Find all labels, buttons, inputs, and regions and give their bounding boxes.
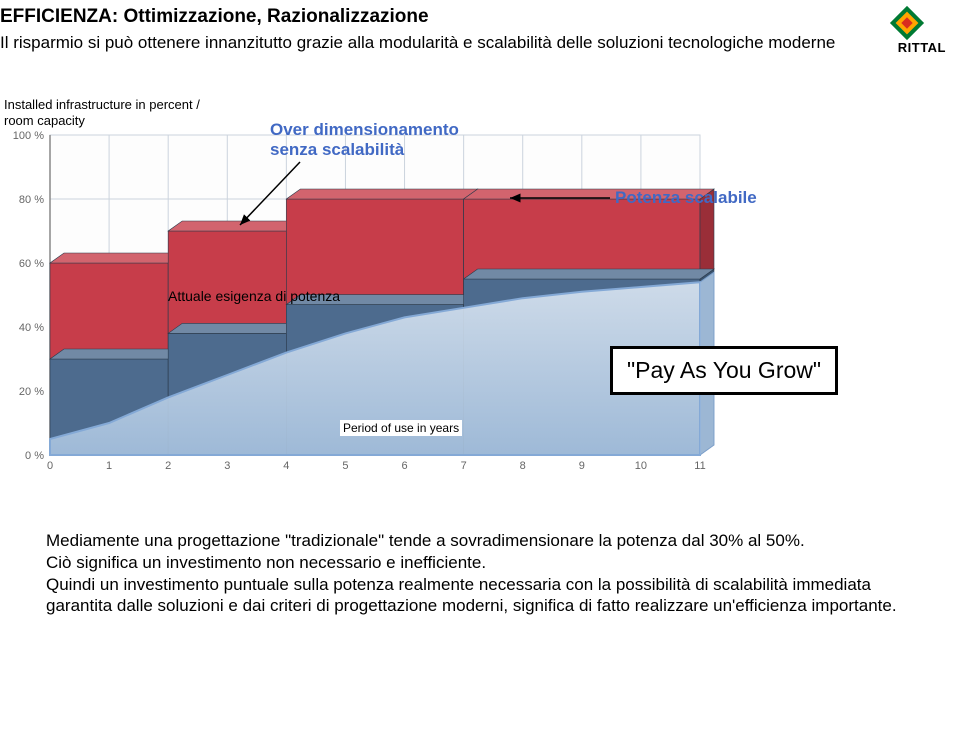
svg-text:20 %: 20 % xyxy=(19,386,44,398)
page-title: EFFICIENZA: Ottimizzazione, Razionalizza… xyxy=(0,6,429,28)
svg-text:9: 9 xyxy=(579,460,585,472)
logo-text: RITTAL xyxy=(898,40,946,55)
brand-logo: RITTAL xyxy=(868,4,946,54)
svg-text:0: 0 xyxy=(47,460,53,472)
svg-text:2: 2 xyxy=(165,460,171,472)
body-text: Mediamente una progettazione "tradiziona… xyxy=(46,530,916,617)
curve-label: Attuale esigenza di potenza xyxy=(168,288,340,305)
svg-text:3: 3 xyxy=(224,460,230,472)
svg-text:8: 8 xyxy=(520,460,526,472)
svg-text:10: 10 xyxy=(635,460,647,472)
yaxis-label: Installed infrastructure in percent / ro… xyxy=(0,95,210,130)
body-para-1: Mediamente una progettazione "tradiziona… xyxy=(46,530,916,552)
svg-text:6: 6 xyxy=(401,460,407,472)
svg-text:11: 11 xyxy=(694,460,705,472)
body-para-3: Quindi un investimento puntuale sulla po… xyxy=(46,574,916,618)
overdim-label: Over dimensionamentosenza scalabilità xyxy=(270,120,490,161)
body-para-2: Ciò significa un investimento non necess… xyxy=(46,552,916,574)
logo-diamond-icon xyxy=(888,4,926,42)
svg-text:7: 7 xyxy=(461,460,467,472)
svg-text:40 %: 40 % xyxy=(19,322,44,334)
svg-text:80 %: 80 % xyxy=(19,194,44,206)
svg-text:5: 5 xyxy=(342,460,348,472)
svg-text:0 %: 0 % xyxy=(25,450,44,462)
svg-text:60 %: 60 % xyxy=(19,258,44,270)
page-subtitle: Il risparmio si può ottenere innanzitutt… xyxy=(0,32,835,53)
pay-as-you-grow-box: "Pay As You Grow" xyxy=(610,346,838,395)
svg-text:4: 4 xyxy=(283,460,289,472)
svg-text:100 %: 100 % xyxy=(13,130,44,142)
svg-text:1: 1 xyxy=(106,460,112,472)
xaxis-inner-label: Period of use in years xyxy=(340,420,462,436)
scalable-label: Potenza scalabile xyxy=(615,188,757,208)
